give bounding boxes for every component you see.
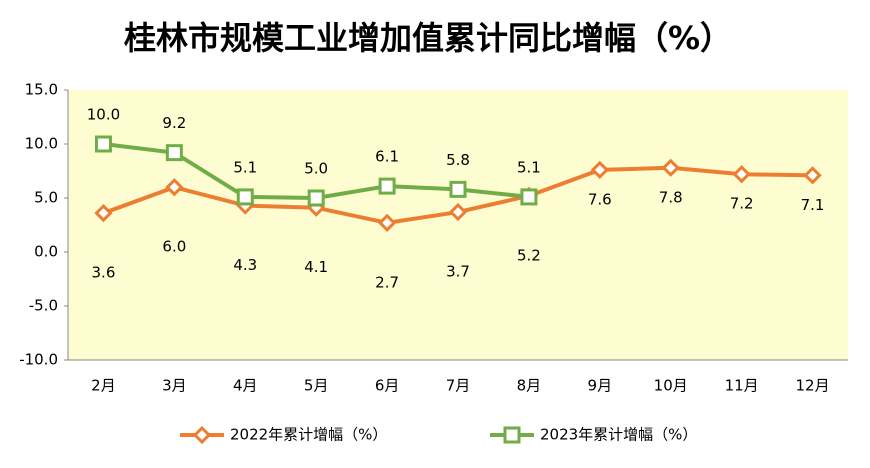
point (803, 166, 822, 185)
point (377, 213, 397, 232)
data-label: 9.2 (162, 114, 186, 132)
data-label: 6.0 (162, 238, 186, 256)
data-label: 7.8 (659, 188, 683, 206)
x-tick-label: 12月 (795, 377, 829, 395)
legend-marker (192, 425, 212, 445)
x-tick-label: 6月 (375, 377, 400, 395)
x-tick-label: 8月 (517, 377, 542, 395)
data-label: 7.2 (730, 195, 754, 213)
data-label: 4.3 (233, 256, 257, 274)
point (378, 177, 396, 195)
x-tick-label: 2月 (91, 377, 116, 395)
point (590, 160, 609, 180)
plot-area (68, 90, 848, 360)
legend-label: 2022年累计增幅（%） (230, 426, 387, 444)
x-tick-label: 10月 (654, 377, 688, 395)
data-label: 6.1 (375, 148, 399, 166)
x-tick-label: 9月 (588, 377, 613, 395)
point (236, 188, 254, 206)
data-label: 4.1 (304, 258, 328, 276)
x-tick-label: 11月 (725, 377, 759, 395)
point (661, 158, 680, 177)
x-tick-label: 5月 (304, 377, 329, 395)
data-label: 5.2 (517, 246, 541, 264)
data-label: 7.6 (588, 190, 612, 208)
x-tick-label: 4月 (233, 377, 258, 395)
y-tick-label: -5.0 (29, 297, 58, 315)
data-label: 5.0 (304, 160, 328, 178)
y-tick-label: 15.0 (25, 81, 58, 99)
y-tick-label: 10.0 (25, 135, 58, 153)
y-tick-label: 5.0 (34, 189, 58, 207)
point (449, 180, 467, 198)
point (307, 189, 325, 207)
point (165, 178, 184, 197)
data-label: 5.8 (446, 151, 470, 169)
data-label: 7.1 (801, 196, 825, 214)
chart-title: 桂林市规模工业增加值累计同比增幅（%） (124, 19, 732, 57)
data-label: 3.7 (446, 263, 470, 281)
data-label: 5.1 (517, 158, 541, 176)
point (448, 202, 468, 222)
x-tick-label: 3月 (162, 377, 187, 395)
data-label: 3.6 (92, 264, 116, 282)
y-tick-label: 0.0 (34, 243, 58, 261)
point (520, 188, 538, 206)
legend-marker (503, 426, 521, 444)
point (732, 165, 751, 184)
point (165, 144, 183, 162)
data-label: 5.1 (233, 158, 257, 176)
point (94, 203, 113, 223)
data-label: 10.0 (87, 106, 120, 124)
y-tick-label: -10.0 (19, 351, 58, 369)
point (94, 135, 112, 153)
legend-label: 2023年累计增幅（%） (540, 426, 697, 444)
data-label: 2.7 (375, 273, 399, 291)
x-tick-label: 7月 (446, 377, 471, 395)
